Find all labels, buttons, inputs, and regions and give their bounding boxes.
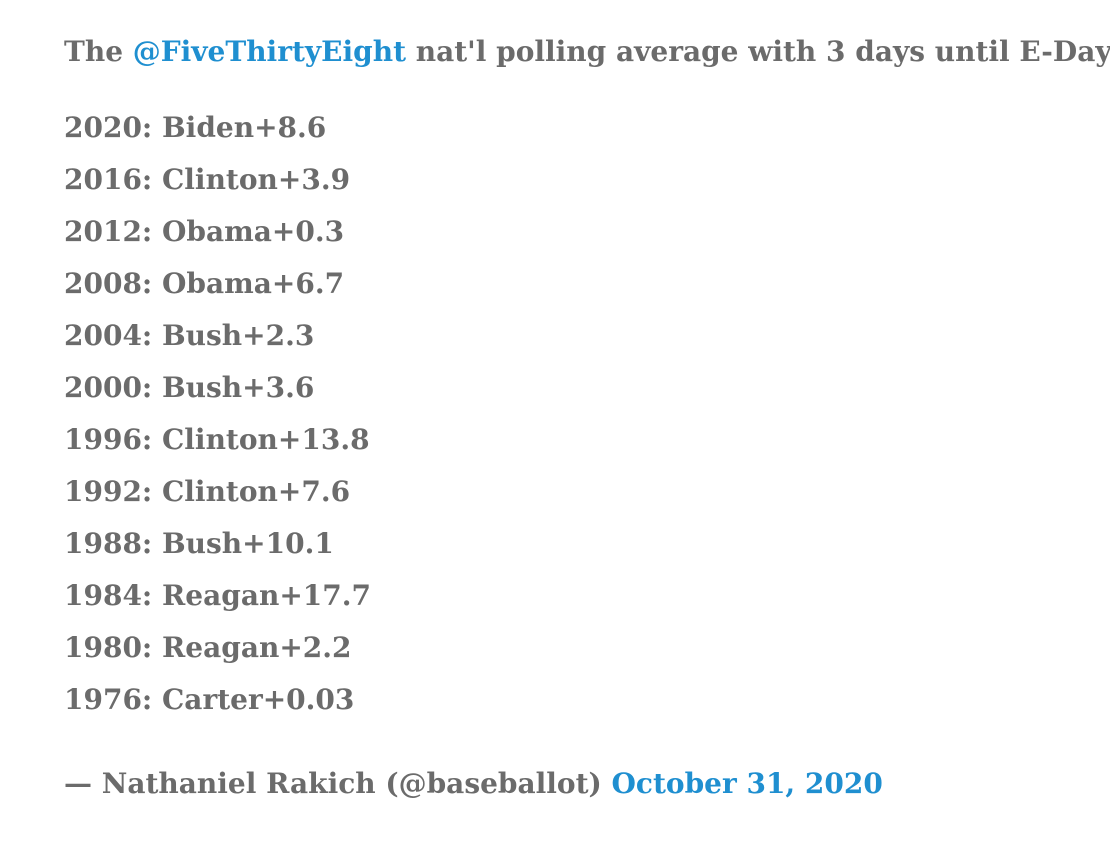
poll-line: 1992: Clinton+7.6 bbox=[64, 475, 351, 508]
poll-line: 1976: Carter+0.03 bbox=[64, 683, 355, 716]
poll-line: 2004: Bush+2.3 bbox=[64, 319, 315, 352]
polling-average-list: 2020: Biden+8.6 2016: Clinton+3.9 2012: … bbox=[64, 102, 1094, 726]
poll-line: 2012: Obama+0.3 bbox=[64, 215, 345, 248]
author-attribution: — Nathaniel Rakich (@baseballot) bbox=[64, 767, 612, 800]
poll-line: 2016: Clinton+3.9 bbox=[64, 163, 351, 196]
intro-prefix: The bbox=[64, 35, 133, 68]
poll-line: 2008: Obama+6.7 bbox=[64, 267, 345, 300]
poll-line: 1996: Clinton+13.8 bbox=[64, 423, 370, 456]
tweet-attribution: — Nathaniel Rakich (@baseballot) October… bbox=[64, 762, 1094, 806]
mention-link-fivethirtyeight[interactable]: @FiveThirtyEight bbox=[132, 35, 406, 68]
tweet-date-link[interactable]: October 31, 2020 bbox=[611, 767, 883, 800]
poll-line: 1980: Reagan+2.2 bbox=[64, 631, 352, 664]
intro-suffix: nat'l polling average with 3 days until … bbox=[406, 35, 1110, 68]
poll-line: 1984: Reagan+17.7 bbox=[64, 579, 371, 612]
tweet-intro: The @FiveThirtyEight nat'l polling avera… bbox=[64, 30, 1110, 74]
poll-line: 2020: Biden+8.6 bbox=[64, 111, 327, 144]
poll-line: 1988: Bush+10.1 bbox=[64, 527, 334, 560]
embedded-tweet: The @FiveThirtyEight nat'l polling avera… bbox=[64, 30, 1110, 806]
poll-line: 2000: Bush+3.6 bbox=[64, 371, 315, 404]
